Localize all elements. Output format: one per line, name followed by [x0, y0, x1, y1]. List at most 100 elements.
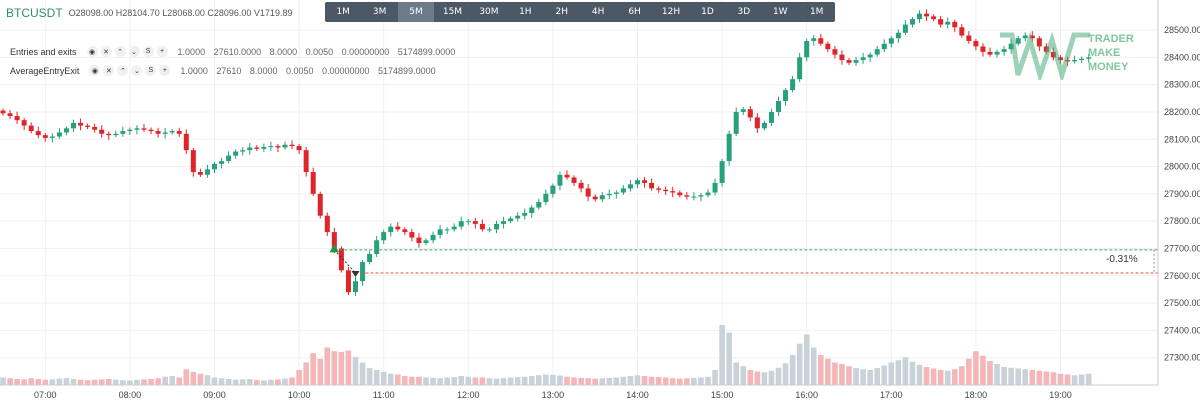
candle-body [310, 172, 316, 194]
volume-bar [134, 379, 140, 385]
candle-body [620, 188, 626, 193]
candle-body [402, 229, 408, 233]
candle-body [1022, 35, 1028, 39]
timeframe-button-1h[interactable]: 1H [519, 7, 532, 17]
volume-bar [1001, 367, 1007, 385]
chevron-up-icon[interactable]: ⌃ [117, 65, 129, 76]
candle-body [874, 49, 880, 55]
volume-bar [669, 378, 676, 385]
candle-body [797, 57, 803, 80]
volume-bar [592, 378, 598, 385]
candle-body [451, 226, 457, 230]
timeframe-button-5m[interactable]: 5M [397, 2, 435, 22]
timeframe-button-6h[interactable]: 6H [628, 7, 641, 17]
timeframe-button-1m-month[interactable]: 1M [809, 7, 824, 17]
candle-body [71, 122, 76, 129]
candle-body [14, 116, 20, 121]
candle-body [35, 131, 41, 136]
candle-body [726, 133, 732, 162]
time-tick-label: 11:00 [373, 390, 395, 400]
volume-bar [507, 377, 514, 385]
candle-body [120, 131, 126, 134]
candle-body [197, 172, 203, 175]
timeframe-button-1w[interactable]: 1W [772, 7, 788, 17]
candle-body [719, 161, 725, 183]
candle-body [1058, 57, 1063, 61]
volume-bar [853, 368, 859, 385]
volume-bar [627, 376, 634, 385]
candle-body [240, 150, 246, 152]
candle-body [656, 188, 662, 190]
chevron-down-icon[interactable]: ⌄ [131, 65, 143, 76]
volume-bar [754, 371, 761, 385]
volume-bar [740, 366, 747, 385]
chevron-up-icon[interactable]: ⌃ [114, 46, 126, 57]
volume-bar [571, 377, 577, 385]
close-icon[interactable]: ✕ [100, 46, 112, 57]
candle-body [317, 193, 323, 216]
chevron-down-icon[interactable]: ⌄ [128, 46, 140, 57]
volume-bar [465, 376, 472, 385]
candle-body [649, 182, 655, 189]
volume-bar [550, 374, 556, 385]
eye-icon[interactable]: ◉ [86, 46, 98, 57]
candle-body [712, 182, 718, 193]
timeframe-button-1m[interactable]: 1M [336, 7, 350, 17]
plus-icon[interactable]: + [159, 65, 171, 76]
volume-value: V1719.89 [253, 8, 293, 18]
watermark-line: TRADER [1088, 33, 1134, 45]
candle-body [931, 16, 937, 20]
timeframe-button-30m[interactable]: 30M [479, 7, 499, 17]
candle-body [613, 192, 619, 194]
price-tick-label: 28400.00 [1164, 52, 1200, 62]
open-value: O28098.00 [68, 8, 114, 18]
volume-bar [49, 379, 56, 385]
candle-body [578, 182, 584, 189]
volume-bar [268, 379, 274, 385]
time-axis: 07:00 08:00 09:00 10:00 11:00 12:00 13:00 14:00… [0, 384, 1158, 400]
close-icon[interactable]: ✕ [103, 65, 115, 76]
volume-bar [599, 378, 606, 385]
volume-bar [282, 378, 288, 385]
timeframe-button-12h[interactable]: 12H [661, 7, 681, 17]
volume-bar [84, 380, 91, 385]
volume-bar [789, 355, 796, 385]
volume-bar [105, 379, 112, 385]
volume-bars [0, 325, 1092, 385]
volume-bar [246, 379, 253, 385]
volume-bar [338, 352, 345, 385]
candle-body [564, 174, 570, 178]
candle-body [895, 32, 901, 39]
volume-bar [775, 367, 782, 385]
price-tick-label: 28500.00 [1164, 25, 1200, 35]
time-tick-label: 10:00 [288, 390, 311, 400]
candle-body [42, 135, 48, 138]
timeframe-button-4h[interactable]: 4H [591, 7, 605, 17]
timeframe-button-1d[interactable]: 1D [701, 7, 714, 17]
price-tick-label: 27900.00 [1164, 189, 1200, 199]
timeframe-button-3m[interactable]: 3M [372, 7, 387, 17]
candle-body [698, 195, 704, 197]
candle-body [472, 221, 478, 224]
candle-body [924, 13, 930, 17]
settings-s-icon[interactable]: S [142, 46, 154, 57]
candle-body [212, 163, 217, 170]
settings-s-icon[interactable]: S [145, 65, 157, 76]
plus-icon[interactable]: + [156, 46, 168, 57]
timeframe-button-15m[interactable]: 15M [442, 7, 463, 17]
volume-bar [472, 377, 479, 385]
volume-bar [42, 379, 49, 385]
eye-icon[interactable]: ◉ [89, 65, 101, 76]
timeframe-button-3d[interactable]: 3D [737, 7, 751, 17]
volume-bar [211, 377, 218, 385]
volume-bar [578, 377, 584, 385]
candle-body [677, 192, 683, 196]
volume-bar [331, 351, 338, 385]
trade-connector [333, 249, 356, 274]
timeframe-button-2h[interactable]: 2H [555, 7, 568, 17]
volume-bar [7, 378, 13, 385]
volume-bar [183, 369, 190, 385]
volume-bar [677, 378, 683, 385]
volume-bar [959, 366, 965, 385]
candle-body [367, 253, 373, 263]
